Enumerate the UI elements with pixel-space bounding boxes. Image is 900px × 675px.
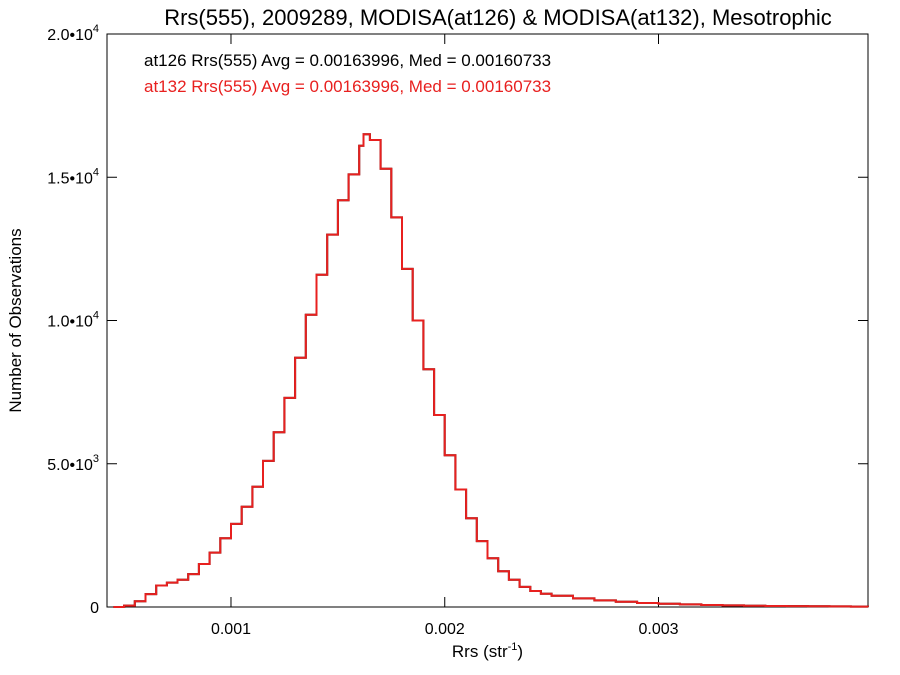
annotation-group: at126 Rrs(555) Avg = 0.00163996, Med = 0… — [144, 51, 551, 96]
x-axis-label: Rrs (str-1) — [452, 641, 523, 661]
x-tick-label: 0.001 — [211, 621, 251, 638]
y-tick-label: 2.0•104 — [47, 23, 99, 44]
y-tick-mantissa: 0 — [90, 600, 99, 617]
chart-title: Rrs(555), 2009289, MODISA(at126) & MODIS… — [164, 5, 832, 30]
x-axis-label-base: Rrs (str — [452, 642, 508, 661]
annotation-2: at132 Rrs(555) Avg = 0.00163996, Med = 0… — [144, 77, 551, 96]
series-line-at126 — [113, 133, 869, 608]
y-tick-exponent: 4 — [93, 310, 99, 322]
x-tick-label: 0.003 — [638, 621, 678, 638]
series-group — [113, 133, 869, 608]
y-tick-mantissa: 1.0•10 — [47, 314, 93, 331]
y-tick-mantissa: 2.0•10 — [47, 27, 93, 44]
annotation-1: at126 Rrs(555) Avg = 0.00163996, Med = 0… — [144, 51, 551, 70]
y-axis-label: Number of Observations — [6, 228, 25, 412]
y-tick-label: 0 — [90, 600, 99, 617]
x-tick-label: 0.002 — [425, 621, 465, 638]
y-tick-label: 1.5•104 — [47, 166, 99, 187]
x-axis-label-tail: ) — [517, 642, 523, 661]
x-axis-label-sup: -1 — [508, 641, 518, 653]
series-line-at132 — [113, 133, 869, 608]
y-tick-exponent: 4 — [93, 23, 99, 35]
y-tick-mantissa: 5.0•10 — [47, 457, 93, 474]
x-axis: 0.001 0.002 0.003 — [211, 34, 679, 638]
y-tick-mantissa: 1.5•10 — [47, 170, 93, 187]
y-tick-exponent: 4 — [93, 166, 99, 178]
y-tick-exponent: 3 — [93, 453, 99, 465]
y-tick-label: 1.0•104 — [47, 310, 99, 331]
y-tick-label: 5.0•103 — [47, 453, 99, 474]
plot-frame — [106, 33, 869, 608]
